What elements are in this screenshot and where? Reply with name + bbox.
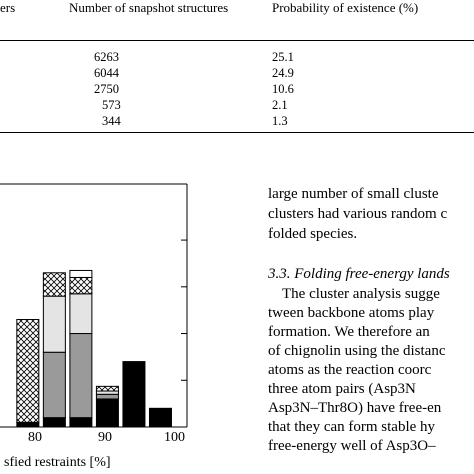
table-rule-bottom (0, 132, 474, 133)
body-text-line: clusters had various random c (268, 206, 448, 222)
bar-segment-white (69, 269, 93, 278)
bar-segment-dark-gray (69, 333, 93, 419)
bar-segment-black (122, 361, 146, 428)
body-text-line: Asp3N–Thr8O) have free-en (268, 400, 442, 416)
table-rule-top (0, 40, 474, 41)
table-header-snapshots: Number of snapshot structures (69, 0, 229, 15)
x-tick-label: 90 (98, 430, 112, 445)
body-text-line: of chignolin using the distanc (268, 343, 446, 359)
body-text-line: formation. We therefore an (268, 324, 430, 340)
bar-segment-black (16, 421, 40, 428)
section-heading: 3.3. Folding free-energy lands (268, 266, 450, 282)
bar-segment-light-gray (69, 293, 93, 335)
body-text-line: three atom pairs (Asp3N (268, 381, 416, 397)
bar-segment-dark-gray (95, 393, 119, 400)
table-cell: 25.1 (272, 50, 294, 64)
x-tick-label: 100 (164, 430, 185, 445)
table-cell: 6263 (94, 50, 119, 64)
bar-segment-dark-gray (42, 351, 66, 419)
bar-segment-light-gray (42, 295, 66, 353)
bar-segment-crosshatch (42, 272, 66, 297)
bar-segment-crosshatch (95, 385, 119, 392)
body-text-line: folded species. (268, 226, 358, 242)
x-tick-label: 80 (28, 430, 42, 445)
table-cell: 2.1 (272, 98, 288, 112)
table-cell: 344 (102, 114, 121, 128)
x-axis-label: sfied restraints [%] (4, 455, 111, 470)
table-cell: 1.3 (272, 114, 288, 128)
body-text-line: atoms as the reaction coorc (268, 362, 432, 378)
body-text-line: that they can form stable hy (268, 419, 436, 435)
body-text-line: The cluster analysis sugge (282, 286, 440, 302)
body-text-line: tween backbone atoms play (268, 305, 435, 321)
body-text-line: free-energy well of Asp3O– (268, 438, 436, 454)
table-header-clusters: ers (0, 0, 16, 15)
bar-segment-crosshatch (69, 276, 93, 295)
table-cell: 10.6 (272, 82, 294, 96)
bar-segment-crosshatch (16, 319, 40, 423)
table-cell: 24.9 (272, 66, 294, 80)
table-cell: 2750 (94, 82, 119, 96)
body-text-line: large number of small cluste (268, 186, 439, 202)
table-cell: 573 (102, 98, 121, 112)
table-header-probability: Probability of existence (%) (272, 0, 419, 15)
table-cell: 6044 (94, 66, 119, 80)
